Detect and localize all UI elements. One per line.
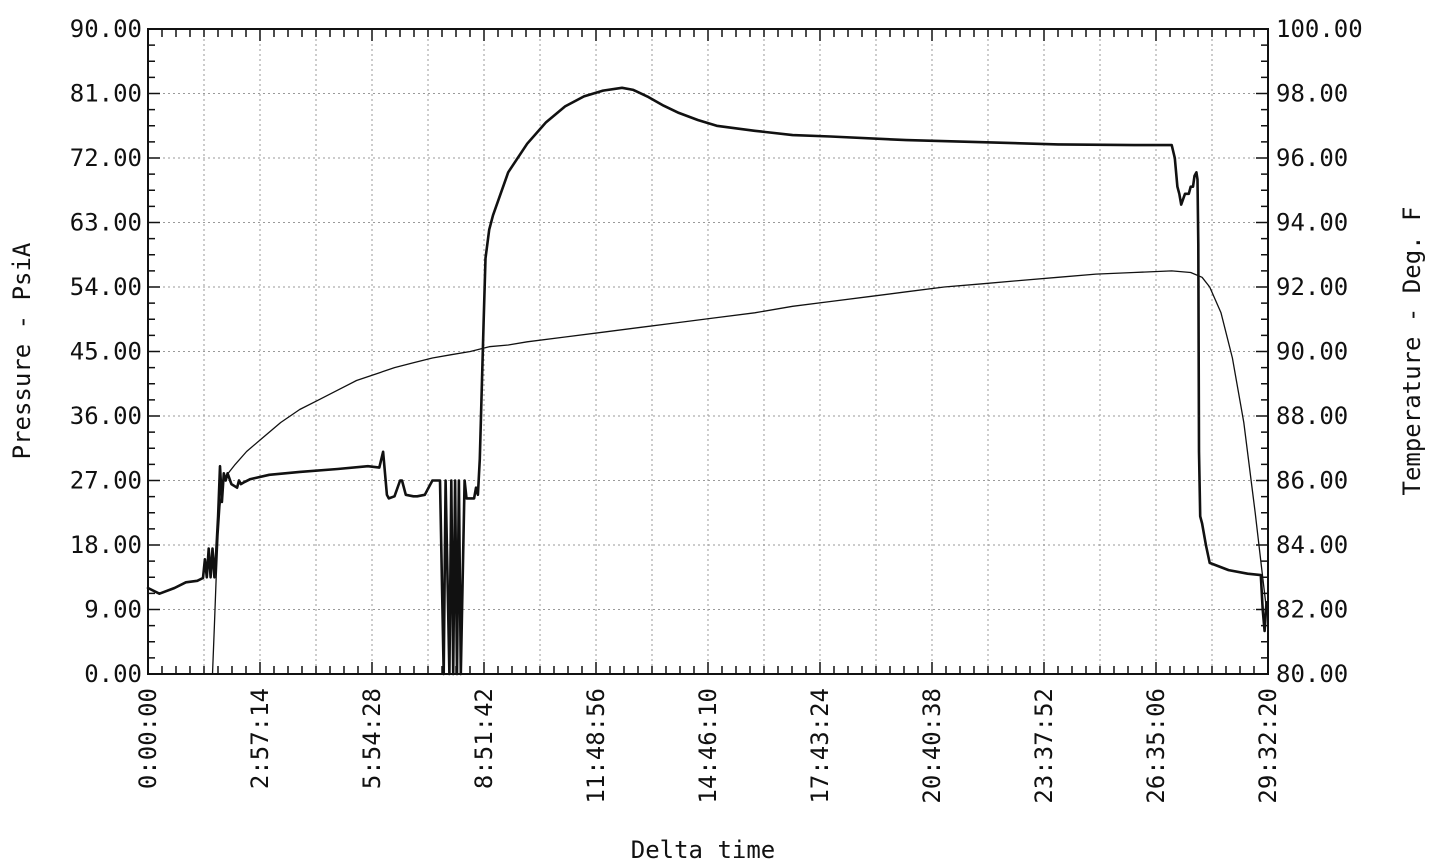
y-tick-label-left: 90.00 [70, 15, 142, 43]
x-tick-label: 17:43:24 [806, 688, 834, 804]
x-tick-label: 5:54:28 [358, 688, 386, 789]
y-axis-label-left: Pressure - PsiA [8, 242, 36, 459]
x-tick-label: 8:51:42 [470, 688, 498, 789]
y-tick-label-left: 72.00 [70, 144, 142, 172]
y-tick-label-right: 84.00 [1276, 531, 1348, 559]
x-tick-label: 26:35:06 [1142, 688, 1170, 804]
y-tick-label-left: 9.00 [84, 596, 142, 624]
y-tick-label-right: 80.00 [1276, 660, 1348, 688]
x-tick-label: 23:37:52 [1030, 688, 1058, 804]
y-tick-label-left: 54.00 [70, 273, 142, 301]
y-tick-label-right: 92.00 [1276, 273, 1348, 301]
y-tick-label-right: 90.00 [1276, 338, 1348, 366]
y-tick-label-left: 18.00 [70, 531, 142, 559]
y-axis-label-right: Temperature - Deg. F [1398, 207, 1426, 496]
x-tick-label: 29:32:20 [1254, 688, 1282, 804]
temperature-series-line [211, 270, 1268, 675]
y-tick-label-right: 82.00 [1276, 596, 1348, 624]
x-tick-label: 11:48:56 [582, 688, 610, 804]
x-tick-label: 0:00:00 [134, 688, 162, 789]
y-tick-label-right: 86.00 [1276, 467, 1348, 495]
x-tick-label: 2:57:14 [246, 688, 274, 789]
series [146, 86, 1268, 676]
x-axis-label: Delta time [631, 836, 776, 864]
y-tick-label-left: 63.00 [70, 209, 142, 237]
y-tick-label-left: 45.00 [70, 338, 142, 366]
y-tick-label-right: 98.00 [1276, 80, 1348, 108]
tick-labels: 0.00 9.00 18.00 27.00 36.00 45.00 54.00 63.00 72… [70, 15, 1363, 804]
y-tick-label-left: 36.00 [70, 402, 142, 430]
y-tick-label-right: 96.00 [1276, 144, 1348, 172]
x-tick-label: 20:40:38 [918, 688, 946, 804]
y-tick-label-left: 27.00 [70, 467, 142, 495]
x-tick-label: 14:46:10 [694, 688, 722, 804]
plot-frame [147, 28, 1269, 675]
y-tick-label-right: 100.00 [1276, 15, 1363, 43]
y-tick-label-left: 81.00 [70, 80, 142, 108]
grid [148, 29, 1268, 674]
y-tick-label-right: 94.00 [1276, 209, 1348, 237]
y-tick-label-right: 88.00 [1276, 402, 1348, 430]
axis-ticks [147, 28, 1269, 675]
y-tick-label-left: 0.00 [84, 660, 142, 688]
